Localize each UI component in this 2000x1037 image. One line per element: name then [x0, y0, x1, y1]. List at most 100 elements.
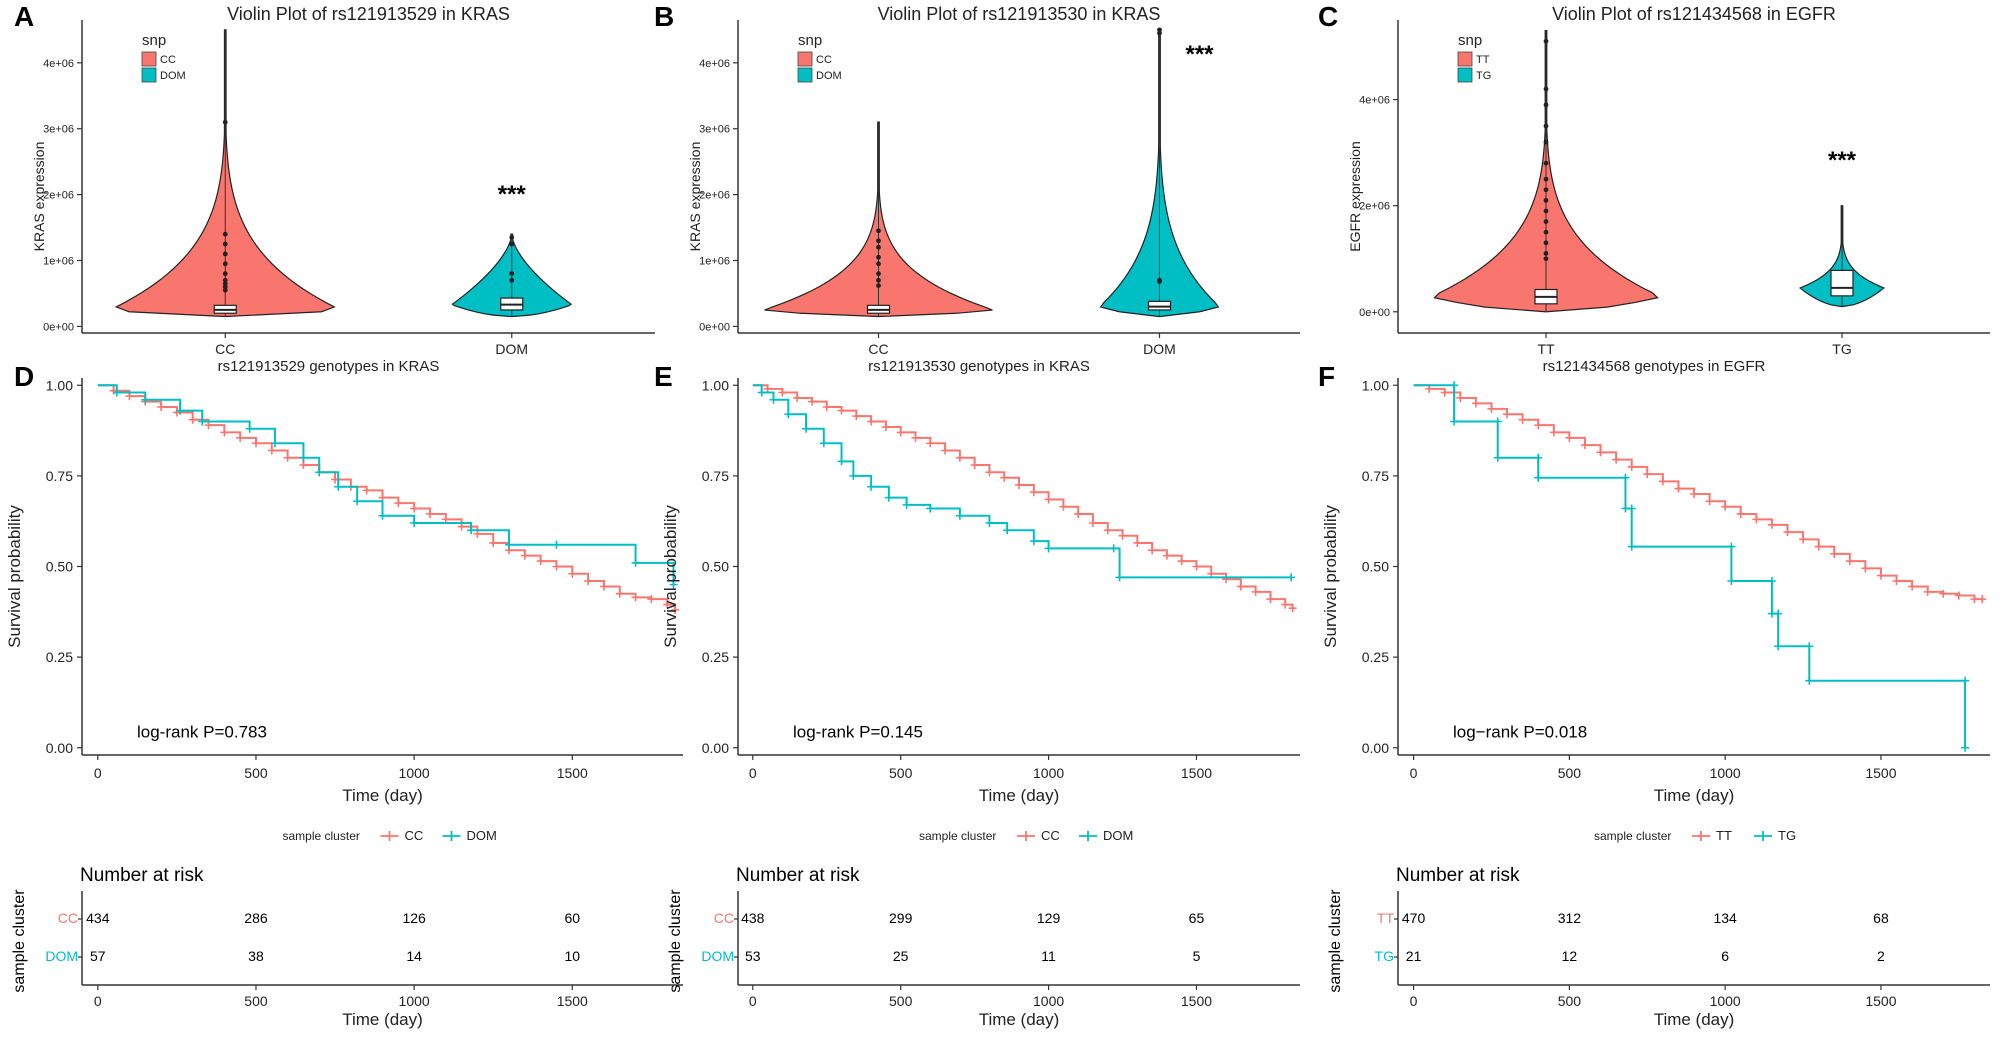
- risk-row-label-dom: DOM: [701, 948, 734, 964]
- y-tick-label: 1.00: [46, 377, 73, 393]
- censor-mark: [902, 500, 911, 509]
- censor-mark: [1450, 381, 1459, 390]
- censor-mark: [378, 511, 387, 520]
- risk-row-label-dom: DOM: [45, 948, 78, 964]
- panel-letter-a: A: [14, 1, 34, 32]
- risk-count: 126: [402, 910, 426, 926]
- censor-mark: [778, 388, 787, 397]
- risk-count: 434: [86, 910, 110, 926]
- censor-mark: [1059, 502, 1068, 511]
- censor-mark: [1627, 462, 1636, 471]
- outlier-point: [1543, 219, 1549, 224]
- x-tick-label: 500: [244, 765, 268, 781]
- censor-mark: [1103, 526, 1112, 535]
- y-tick-label: 0.50: [1362, 559, 1389, 575]
- censor-mark: [245, 424, 254, 433]
- censor-mark: [1876, 571, 1885, 580]
- pvalue-label: log−rank P=0.018: [1453, 723, 1587, 742]
- censor-mark: [1845, 557, 1854, 566]
- censor-mark: [1736, 509, 1745, 518]
- outlier-point: [1157, 279, 1162, 285]
- censor-mark: [1767, 577, 1776, 585]
- censor-mark: [985, 519, 994, 527]
- risk-x-tick-label: 1000: [1033, 993, 1064, 1009]
- risk-count: 25: [893, 948, 909, 964]
- censor-mark: [1674, 484, 1683, 493]
- censor-mark: [1493, 453, 1502, 462]
- censor-mark: [647, 595, 656, 604]
- y-tick-label: 1e+06: [699, 256, 730, 268]
- y-axis-label: KRAS expression: [31, 142, 47, 252]
- x-tick-label: 500: [1558, 765, 1582, 781]
- outlier-point: [1543, 208, 1549, 214]
- y-tick-label: 2e+06: [1359, 201, 1390, 213]
- censor-mark: [552, 562, 561, 571]
- legend-key-tt: [1692, 831, 1710, 841]
- y-tick-label: 1.00: [1362, 377, 1389, 393]
- risk-count: 312: [1558, 910, 1582, 926]
- y-axis-label: Survival probability: [5, 505, 24, 648]
- censor-mark: [970, 461, 979, 469]
- censor-mark: [1003, 526, 1012, 535]
- y-tick-label: 0.25: [46, 649, 73, 665]
- censor-mark: [236, 433, 245, 442]
- legend-label-dom: DOM: [816, 70, 842, 82]
- censor-mark: [141, 395, 150, 404]
- legend-key-cc: [380, 831, 399, 841]
- censor-mark: [1192, 562, 1201, 571]
- legend-label-tg: TG: [1778, 828, 1796, 843]
- censor-mark: [663, 600, 672, 609]
- censor-mark: [757, 388, 766, 397]
- x-tick-label: CC: [215, 341, 235, 357]
- risk-row-label-cc: CC: [58, 910, 78, 926]
- outlier-point: [1543, 229, 1549, 235]
- censor-mark: [251, 439, 260, 448]
- x-axis-label: rs121434568 genotypes in EGFR: [1543, 358, 1766, 375]
- censor-mark: [1923, 587, 1932, 596]
- risk-count: 68: [1873, 910, 1889, 926]
- legend-key-cc: [1017, 831, 1035, 841]
- outlier-point: [1543, 256, 1549, 262]
- censor-mark: [1115, 573, 1124, 582]
- censor-mark: [1612, 455, 1621, 464]
- risk-count: 60: [565, 910, 581, 926]
- x-tick-label: 1000: [399, 765, 430, 781]
- censor-mark: [1580, 441, 1589, 450]
- censor-mark: [1783, 528, 1792, 537]
- x-tick-label: 1500: [557, 765, 588, 781]
- censor-mark: [198, 417, 207, 426]
- outlier-point: [876, 261, 881, 267]
- censor-mark: [1044, 544, 1053, 553]
- risk-x-tick-label: 0: [749, 993, 757, 1009]
- risk-count: 2: [1877, 948, 1885, 964]
- censor-mark: [1727, 542, 1736, 551]
- x-axis-label: rs121913529 genotypes in KRAS: [218, 358, 440, 375]
- y-tick-label: 0.25: [1362, 649, 1389, 665]
- outlier-point: [1543, 176, 1549, 182]
- legend-swatch-tt: [1457, 51, 1473, 67]
- y-axis-label: Survival probability: [661, 505, 680, 648]
- outlier-point: [876, 238, 881, 244]
- legend-title: sample cluster: [283, 829, 360, 843]
- censor-mark: [1471, 399, 1480, 408]
- censor-mark: [1805, 676, 1814, 685]
- legend-label-tt: TT: [1716, 828, 1732, 843]
- risk-x-tick-label: 500: [244, 993, 268, 1009]
- outlier-point: [1543, 38, 1549, 44]
- censor-mark: [334, 482, 343, 491]
- censor-mark: [867, 482, 876, 491]
- outlier-point: [1543, 251, 1549, 256]
- x-tick-label: 0: [94, 765, 102, 781]
- censor-mark: [1251, 587, 1260, 596]
- x-axis-label: Time (day): [342, 786, 423, 805]
- censor-mark: [1440, 388, 1449, 397]
- y-tick-label: 1e+06: [43, 256, 74, 268]
- risk-table-x-label: Time (day): [979, 1010, 1060, 1029]
- outlier-point: [1543, 197, 1549, 203]
- censor-mark: [822, 403, 831, 411]
- x-tick-label: 0: [1410, 765, 1418, 781]
- censor-mark: [849, 471, 858, 480]
- chart-title: Violin Plot of rs121434568 in EGFR: [1552, 4, 1836, 24]
- risk-x-tick-label: 0: [94, 993, 102, 1009]
- risk-x-tick-label: 500: [1558, 993, 1582, 1009]
